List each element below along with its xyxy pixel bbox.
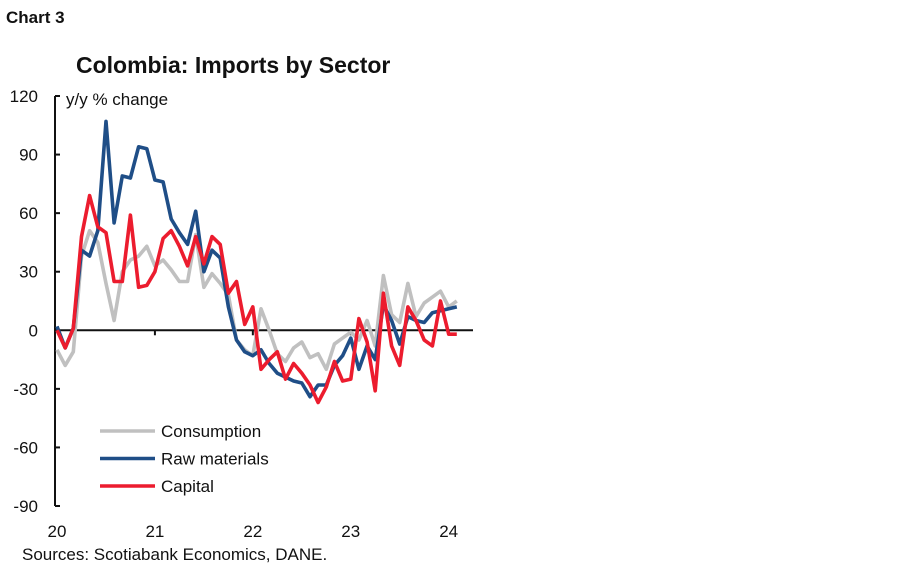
x-tick-label: 22	[243, 522, 262, 541]
legend-label: Capital	[161, 477, 214, 496]
y-axis-label: y/y % change	[66, 90, 168, 109]
chart-number-label: Chart 3	[6, 8, 65, 27]
series-lines	[55, 119, 458, 405]
axes: 120 90 60 30 0 -30 -60 -90 y/y % change 20 21 22 23 2…	[10, 87, 473, 541]
legend: Consumption Raw materials Capital	[100, 422, 269, 496]
source-note: Sources: Scotiabank Economics, DANE.	[22, 545, 328, 564]
y-tick-label: -30	[13, 380, 38, 399]
x-tick-label: 24	[439, 522, 458, 541]
y-tick-label: 60	[19, 204, 38, 223]
x-tick-label: 20	[48, 522, 67, 541]
series-line-raw-materials	[55, 119, 458, 399]
y-tick-label: 30	[19, 263, 38, 282]
x-tick-label: 23	[341, 522, 360, 541]
y-tick-label: 90	[19, 146, 38, 165]
legend-label: Consumption	[161, 422, 261, 441]
chart-title: Colombia: Imports by Sector	[76, 52, 391, 78]
x-tick-label: 21	[145, 522, 164, 541]
series-line-capital	[55, 193, 457, 405]
y-tick-label: -90	[13, 497, 38, 516]
y-tick-label: 120	[10, 87, 38, 106]
y-tick-label: 0	[29, 321, 38, 340]
y-tick-label: -60	[13, 438, 38, 457]
legend-label: Raw materials	[161, 450, 269, 469]
